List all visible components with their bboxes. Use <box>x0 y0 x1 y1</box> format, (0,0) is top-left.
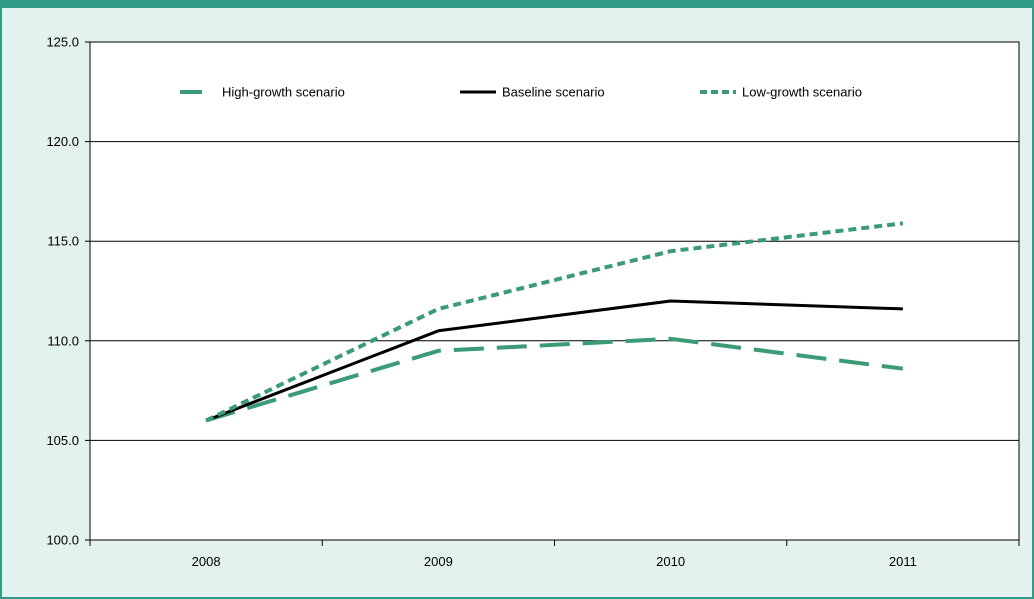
series-line-baseline-scenario <box>205 299 903 422</box>
legend-label: High-growth scenario <box>222 85 345 100</box>
y-tick-label: 110.0 <box>47 333 79 348</box>
series-line-low-growth-scenario <box>205 221 904 423</box>
y-tick-label: 100.0 <box>46 533 79 548</box>
x-tick-label: 2010 <box>656 554 685 569</box>
gridlines <box>90 141 1019 441</box>
legend-label: Low-growth scenario <box>742 85 862 100</box>
y-tick-label: 120.0 <box>46 134 79 149</box>
series-line-high-growth-scenario <box>205 336 904 423</box>
y-tick-label: 115.0 <box>47 234 79 249</box>
y-tick-label: 105.0 <box>46 433 79 448</box>
legend-label: Baseline scenario <box>502 85 605 100</box>
legend: High-growth scenario Baseline scenario Low… <box>180 85 862 100</box>
x-tick-label: 2011 <box>889 554 917 569</box>
plot-area <box>89 41 1020 541</box>
axes: 100.0 105.0 110.0 115.0 120.0 125.0 2008 2009 20… <box>46 35 1020 569</box>
y-tick-label: 125.0 <box>46 35 79 50</box>
x-tick-label: 2008 <box>192 554 221 569</box>
series-layer <box>205 221 904 423</box>
x-tick-label: 2009 <box>424 554 453 569</box>
